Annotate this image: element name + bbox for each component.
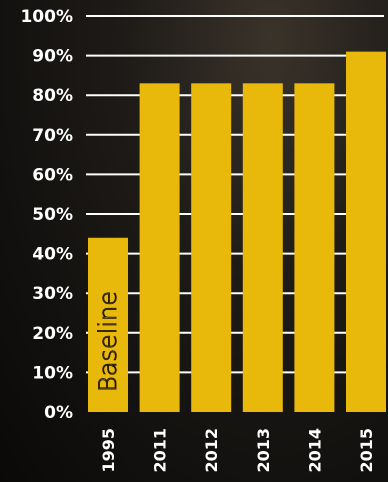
bar-2014 [294,83,335,412]
baseline-annotation: Baseline [94,291,122,392]
y-tick-label: 80% [32,86,73,106]
y-axis-tick-labels: 0% 10% 20% 30% 40% 50% 60% 70% 80% 90% 100% [20,7,73,423]
x-category-label: 2011 [151,428,170,473]
y-tick-label: 50% [32,205,73,225]
x-category-label: 2014 [305,428,324,473]
bar-2011 [139,83,180,412]
x-category-label: 2015 [357,428,376,473]
y-tick-label: 0% [44,403,73,423]
bar-2015 [346,51,386,412]
bar-1995 [88,237,128,412]
y-tick-label: 30% [32,284,73,304]
y-tick-label: 10% [32,363,73,383]
gridlines [86,15,384,374]
annotations: Baseline [94,291,123,393]
y-tick-label: 100% [20,7,73,27]
bars [88,51,386,412]
y-tick-label: 60% [32,165,73,185]
x-category-label: 2012 [202,428,221,473]
y-tick-label: 90% [32,47,73,67]
x-axis-category-labels: 1995 2011 2012 2013 2014 2015 [99,428,376,473]
y-tick-label: 20% [32,324,73,344]
y-tick-label: 40% [32,245,73,265]
x-category-label: 1995 [99,428,118,473]
y-tick-label: 70% [32,126,73,146]
bar-2013 [242,83,283,412]
x-category-label: 2013 [254,428,273,473]
bar-2012 [191,83,232,412]
